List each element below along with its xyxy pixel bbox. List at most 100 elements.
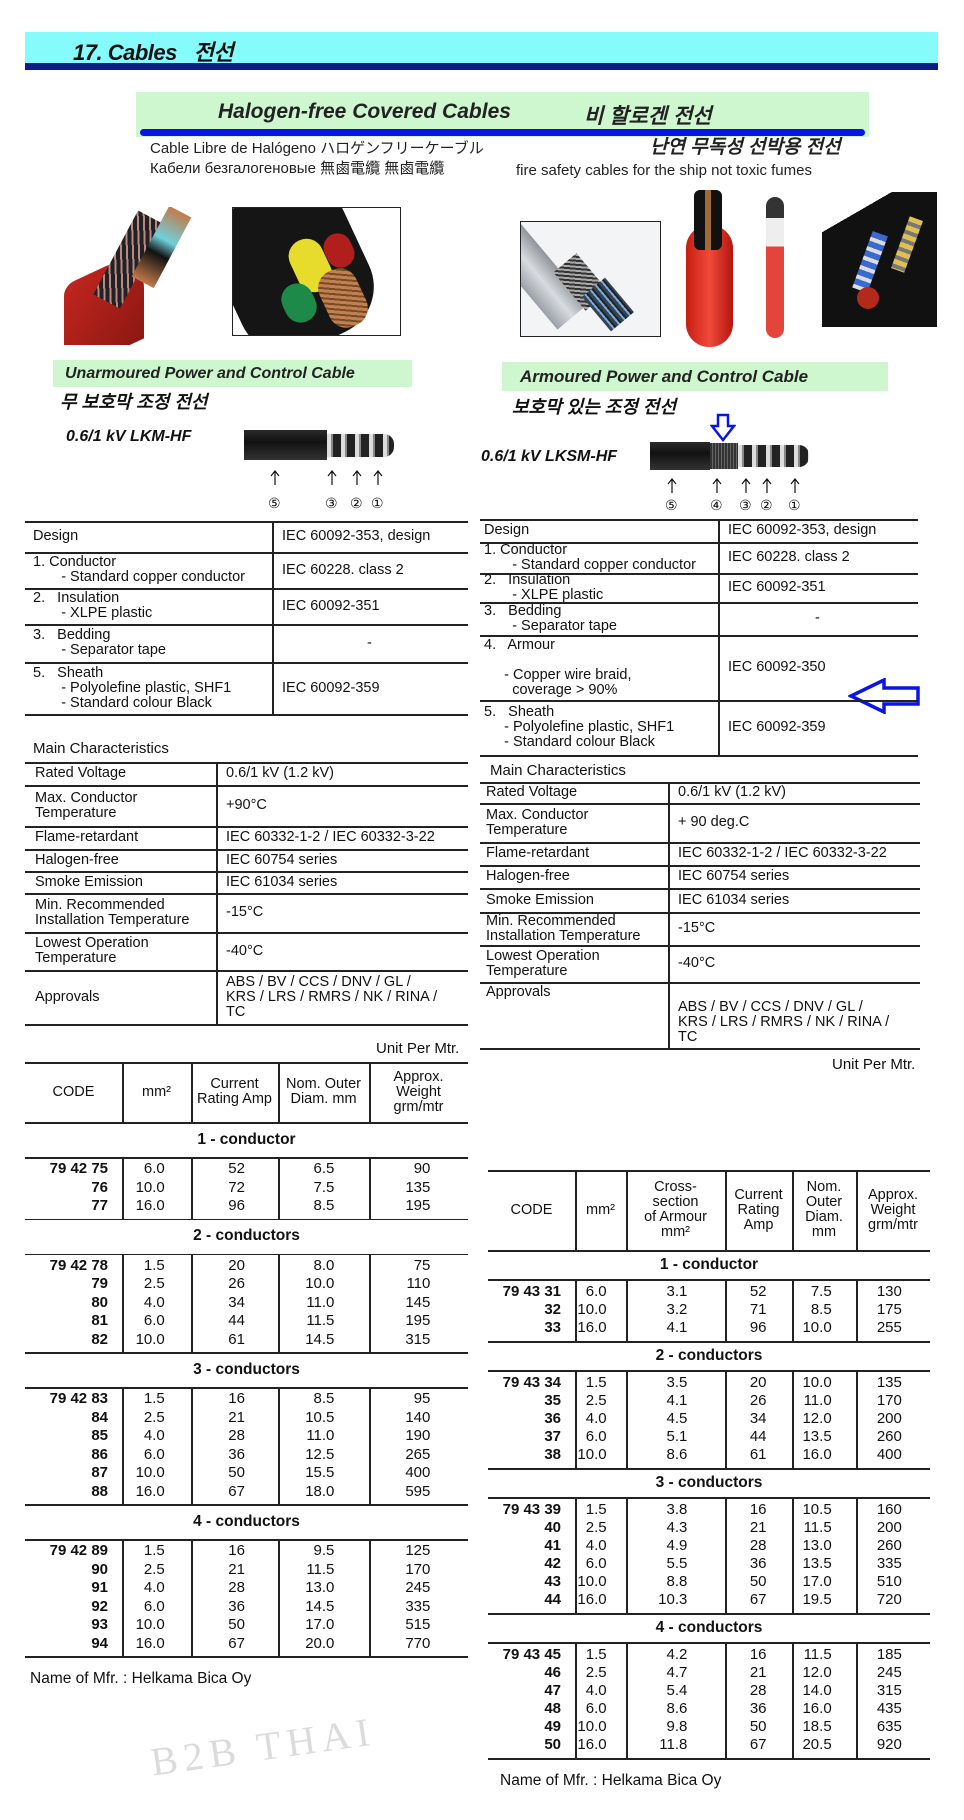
- table-cell: 4.0: [585, 1682, 607, 1699]
- table-cell: 67: [749, 1591, 767, 1608]
- table-cell: 125: [405, 1542, 431, 1559]
- rule: [25, 1352, 468, 1354]
- table-cell: 135: [876, 1374, 902, 1391]
- rule: [25, 521, 468, 523]
- subtitle-en: fire safety cables for the ship not toxi…: [516, 162, 812, 179]
- table-cell: 71: [749, 1301, 767, 1318]
- table-cell: 12.5: [305, 1445, 335, 1463]
- marker-arrow-icon: [667, 478, 677, 493]
- table-cell: 35: [544, 1392, 561, 1409]
- banner-title-ko: 비 할로겐 전선: [584, 105, 712, 128]
- table-cell: 4.9: [666, 1537, 688, 1554]
- table-cell: 6.0: [585, 1283, 607, 1300]
- table-cell: 245: [405, 1579, 431, 1596]
- table-cell: 4.2: [666, 1646, 688, 1663]
- rule: [488, 1341, 930, 1343]
- column-divider: [191, 1253, 193, 1352]
- table-cell: 79 43 34: [502, 1374, 561, 1391]
- column-header: CODE: [510, 1201, 553, 1218]
- table-cell: 21: [228, 1408, 245, 1426]
- table-cell: 94: [91, 1634, 108, 1652]
- column-divider: [575, 1370, 577, 1468]
- table-cell: 2.5: [143, 1275, 165, 1292]
- column-divider: [191, 1062, 193, 1122]
- design-label: 2. Insulation - XLPE plastic: [484, 571, 604, 603]
- rule: [25, 552, 468, 554]
- table-cell: 4.1: [666, 1319, 688, 1336]
- cable-photo-red-power: [64, 207, 215, 345]
- rule: [25, 1218, 468, 1220]
- table-cell: 190: [405, 1427, 431, 1444]
- left-unit: Unit Per Mtr.: [376, 1040, 460, 1057]
- column-divider: [191, 1157, 193, 1219]
- table-cell: 14.0: [802, 1682, 832, 1699]
- marker-arrow-icon: [270, 470, 280, 485]
- main-value: ABS / BV / CCS / DNV / GL / KRS / LRS / …: [678, 999, 890, 1045]
- table-cell: 7.5: [313, 1178, 335, 1196]
- table-cell: 11.5: [803, 1646, 832, 1663]
- table-cell: 335: [876, 1555, 902, 1572]
- table-cell: 10.3: [658, 1591, 688, 1608]
- table-cell: 36: [544, 1410, 561, 1427]
- column-divider: [278, 1539, 280, 1656]
- table-cell: 10.5: [305, 1408, 335, 1426]
- table-cell: 11.0: [306, 1293, 335, 1311]
- column-divider: [856, 1370, 858, 1468]
- table-cell: 43: [544, 1573, 561, 1590]
- table-cell: 16.0: [802, 1446, 832, 1463]
- table-cell: 50: [228, 1464, 245, 1481]
- table-cell: 2.5: [143, 1408, 165, 1426]
- main-value: 0.6/1 kV (1.2 kV): [678, 784, 786, 800]
- column-header: mm²: [586, 1201, 615, 1218]
- main-value: IEC 61034 series: [226, 873, 338, 890]
- table-cell: 16: [749, 1501, 767, 1518]
- table-cell: 10.0: [802, 1319, 832, 1336]
- table-cell: 260: [876, 1428, 902, 1445]
- table-cell: 4.0: [585, 1537, 607, 1554]
- rule: [480, 755, 918, 757]
- group-title: 4 - conductors: [193, 1512, 300, 1530]
- design-label: 1. Conductor - Standard copper conductor: [484, 541, 696, 573]
- main-value: 0.6/1 kV (1.2 kV): [226, 765, 334, 781]
- table-cell: 2.5: [143, 1560, 165, 1578]
- rule: [25, 871, 468, 873]
- table-cell: 16: [228, 1390, 245, 1407]
- table-cell: 14.5: [305, 1330, 335, 1348]
- banner-title: Halogen-free Covered Cables: [218, 100, 511, 123]
- table-cell: 48: [544, 1700, 561, 1717]
- design-value: IEC 60092-350: [728, 659, 826, 675]
- table-cell: 8.8: [666, 1573, 688, 1590]
- left-main-label: Main Characteristics: [33, 740, 169, 757]
- column-divider: [725, 1279, 727, 1341]
- table-cell: 67: [228, 1634, 245, 1652]
- left-section-title: Unarmoured Power and Control Cable: [53, 360, 412, 387]
- rule: [25, 1387, 468, 1389]
- table-cell: 1.5: [143, 1542, 165, 1559]
- design-value: IEC 60092-351: [282, 597, 380, 614]
- table-cell: 50: [749, 1718, 767, 1735]
- table-cell: 44: [228, 1312, 245, 1329]
- table-cell: 10.0: [135, 1178, 165, 1196]
- design-value: IEC 60092-351: [728, 579, 826, 595]
- table-cell: 50: [228, 1616, 245, 1633]
- rule: [488, 1468, 930, 1470]
- table-cell: 33: [544, 1319, 561, 1336]
- column-divider: [272, 521, 274, 714]
- table-cell: 79 42 83: [49, 1390, 108, 1407]
- table-cell: 2.5: [585, 1664, 607, 1681]
- column-divider: [725, 1642, 727, 1758]
- cable-photo-red-thin: [766, 197, 784, 338]
- table-cell: 82: [91, 1330, 108, 1348]
- table-cell: 96: [228, 1197, 245, 1214]
- main-value: IEC 61034 series: [678, 891, 790, 908]
- table-cell: 36: [228, 1445, 245, 1463]
- rule: [480, 519, 918, 521]
- table-cell: 7.5: [810, 1283, 832, 1300]
- table-cell: 4.5: [666, 1410, 688, 1427]
- table-cell: 16.0: [135, 1482, 165, 1500]
- column-divider: [626, 1497, 628, 1613]
- right-model: 0.6/1 kV LKSM-HF: [481, 448, 618, 465]
- table-cell: 135: [405, 1178, 431, 1196]
- table-cell: 91: [91, 1579, 108, 1596]
- table-cell: 88: [91, 1482, 108, 1500]
